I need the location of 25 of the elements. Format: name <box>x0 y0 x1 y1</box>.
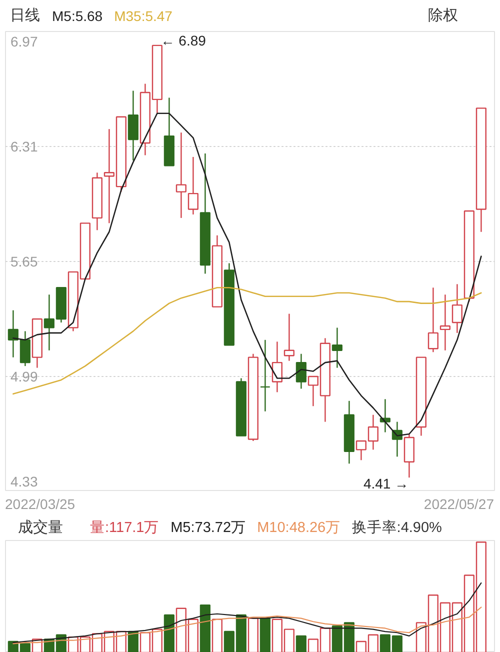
annotation: ← 6.89 <box>160 32 206 48</box>
chart-title: 成交量 <box>18 519 63 536</box>
bar <box>296 635 306 652</box>
annotation: 4.41 → <box>363 476 409 492</box>
y-tick-label: 6.97 <box>10 34 38 50</box>
text: 2022/03/25 <box>5 496 76 512</box>
y-tick-label: 5.65 <box>10 254 38 270</box>
text: M10:48.26万 <box>257 520 341 537</box>
text: 除权 <box>428 7 458 24</box>
y-tick-label: 4.33 <box>10 474 38 490</box>
bar <box>128 630 138 652</box>
bar <box>212 618 222 652</box>
bar <box>260 618 270 652</box>
text: M35:5.47 <box>114 8 172 24</box>
bar <box>248 618 258 652</box>
bar <box>200 604 210 652</box>
text: M5:73.72万 <box>170 520 246 537</box>
chart-title: 日线 <box>10 7 40 24</box>
text: M5:5.68 <box>52 8 103 24</box>
text: 量:117.1万 <box>90 520 160 537</box>
bar <box>164 614 174 652</box>
y-tick-label: 4.99 <box>10 368 38 384</box>
y-tick-label: 6.31 <box>10 138 38 154</box>
text: 换手率:4.90% <box>352 520 442 537</box>
text: 2022/05/27 <box>424 496 494 512</box>
